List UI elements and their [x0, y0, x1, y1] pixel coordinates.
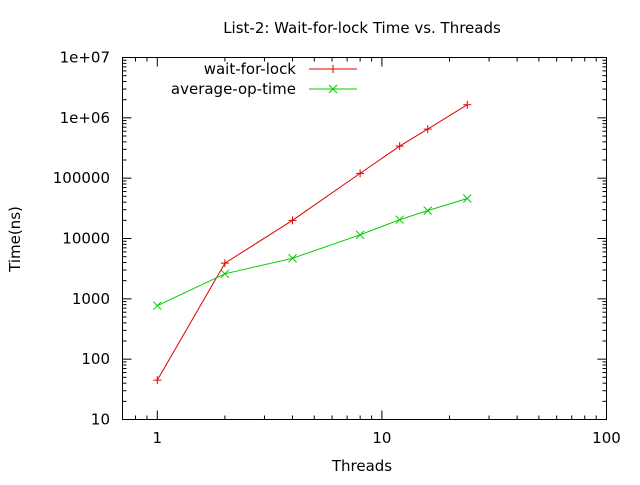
series-2-point — [462, 194, 472, 203]
series-1-point — [423, 125, 432, 134]
axes-layer: 10 100 1000 10000 100000 1e+06 1e+07 1 10 100 — [53, 49, 621, 448]
series-1-point — [288, 216, 297, 225]
legend-marker-1 — [329, 65, 337, 73]
x-tick-label: 100 — [592, 429, 621, 447]
series-1-point — [220, 259, 229, 268]
series-2-point — [395, 215, 405, 225]
legend: wait-for-lock average-op-time — [171, 60, 357, 98]
plot-frame — [122, 57, 607, 420]
series-1-point — [463, 100, 472, 109]
x-axis-label: Threads — [331, 457, 392, 475]
series-layer — [152, 100, 472, 385]
series-2-point — [220, 269, 230, 279]
legend-label-1: wait-for-lock — [204, 60, 297, 78]
series-2-point — [152, 301, 162, 311]
y-tick-label: 100 — [81, 350, 110, 368]
series-line-1 — [156, 104, 468, 381]
legend-marker-2 — [328, 84, 338, 94]
series-line-2 — [157, 198, 468, 307]
series-2-point — [288, 253, 297, 263]
chart-title: List-2: Wait-for-lock Time vs. Threads — [223, 19, 501, 37]
y-axis-label: Time(ns) — [6, 206, 24, 273]
series-1-point — [356, 169, 365, 178]
y-tick-label: 100000 — [53, 169, 110, 187]
series-1-point — [153, 376, 162, 385]
series-2-point — [423, 206, 433, 215]
y-tick-label: 10 — [91, 411, 110, 429]
series-2-point — [355, 230, 365, 240]
y-tick-label: 1e+07 — [60, 49, 110, 67]
legend-label-2: average-op-time — [171, 80, 296, 98]
series-1-point — [395, 142, 404, 151]
x-tick-label: 10 — [372, 429, 391, 447]
y-tick-label: 10000 — [62, 230, 110, 248]
y-tick-label: 1000 — [72, 290, 110, 308]
y-tick-label: 1e+06 — [60, 109, 110, 127]
x-tick-label: 1 — [153, 429, 163, 447]
